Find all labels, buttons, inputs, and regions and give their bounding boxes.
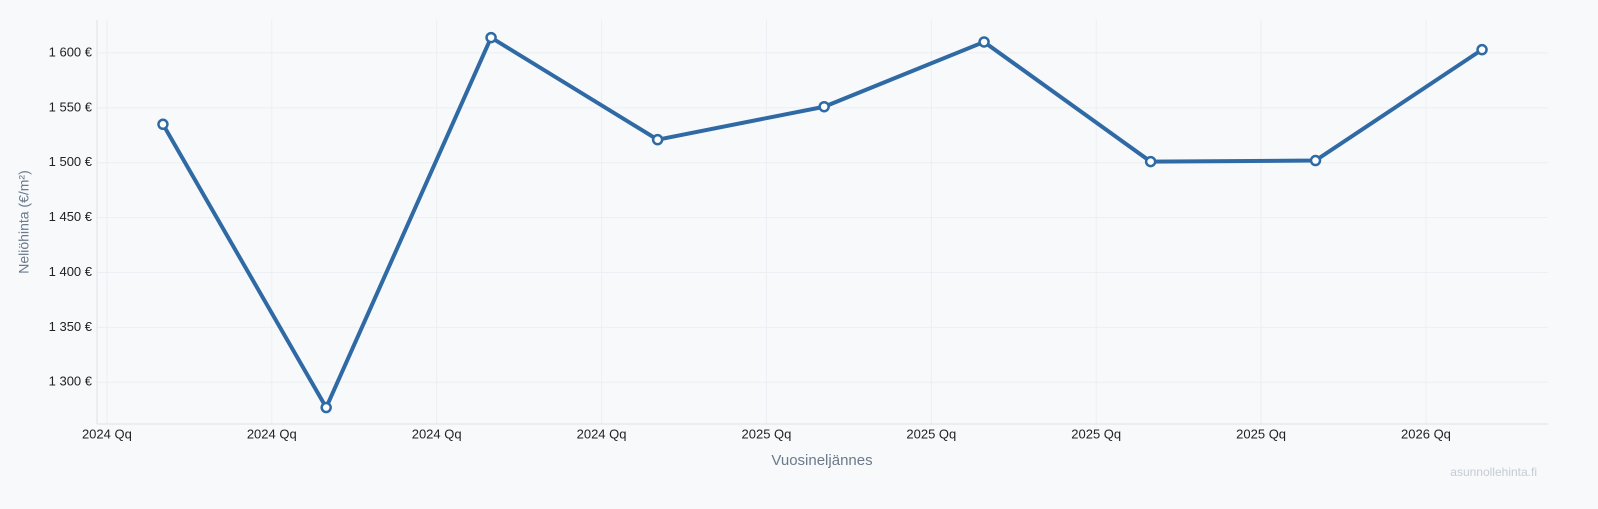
- watermark: asunnollehinta.fi: [1450, 465, 1537, 479]
- x-tick-label: 2024 Qq: [82, 426, 132, 441]
- y-tick-label: 1 600 €: [49, 44, 93, 59]
- x-tick-label: 2025 Qq: [1071, 426, 1121, 441]
- x-tick-label: 2024 Qq: [247, 426, 297, 441]
- y-tick-label: 1 550 €: [49, 99, 93, 114]
- point: [651, 133, 664, 146]
- y-tick-label: 1 300 €: [49, 374, 93, 389]
- point: [485, 31, 497, 44]
- point: [1309, 154, 1322, 167]
- y-tick-label: 1 450 €: [49, 209, 93, 224]
- point: [1144, 155, 1157, 168]
- x-tick-label: 2025 Qq: [906, 426, 956, 441]
- y-axis-label: Neliöhinta (€/m²): [16, 170, 32, 273]
- point: [320, 401, 332, 414]
- x-tick-label: 2024 Qq: [577, 426, 627, 441]
- x-tick-label: 2024 Qq: [412, 426, 462, 441]
- y-tick-label: 1 500 €: [49, 154, 93, 169]
- x-tick-label: 2026 Qq: [1401, 426, 1451, 441]
- x-tick-label: 2025 Qq: [1236, 426, 1286, 441]
- point: [978, 36, 990, 48]
- y-tick-label: 1 350 €: [49, 319, 93, 334]
- y-tick-label: 1 400 €: [49, 264, 93, 279]
- point: [157, 118, 169, 131]
- x-tick-label: 2025 Qq: [742, 426, 792, 441]
- point: [1476, 43, 1488, 56]
- x-axis-label: Vuosineljännes: [771, 452, 872, 469]
- line: [161, 35, 1484, 410]
- point: [818, 100, 830, 113]
